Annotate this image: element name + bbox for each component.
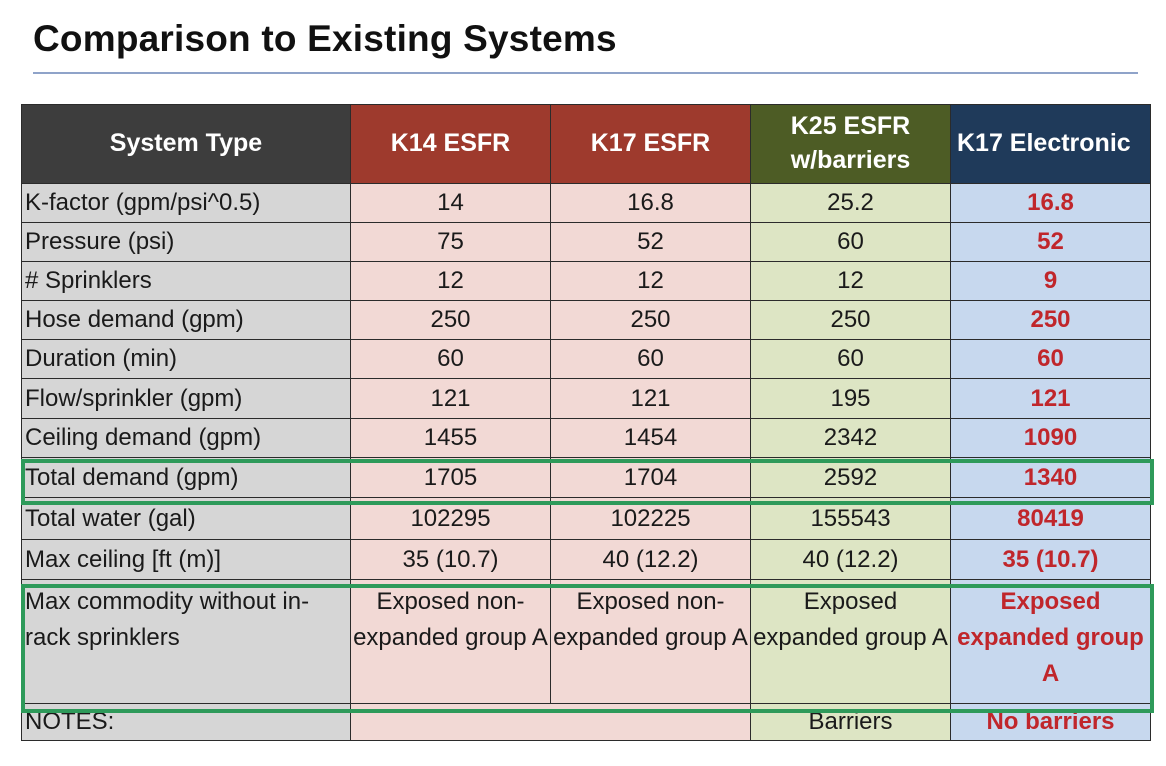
cell-pressure-k14: 75	[351, 223, 551, 262]
cell-hose-k25: 250	[751, 301, 951, 340]
cell-max-ceiling-k17: 40 (12.2)	[551, 540, 751, 580]
cell-max-ceiling-k25: 40 (12.2)	[751, 540, 951, 580]
cell-duration-k17e: 60	[951, 340, 1151, 379]
cell-total-demand-k17e: 1340	[951, 458, 1151, 498]
cell-total-demand-k25: 2592	[751, 458, 951, 498]
comparison-table: System Type K14 ESFR K17 ESFR K25 ESFR w…	[21, 104, 1151, 750]
row-label-total-water: Total water (gal)	[21, 498, 351, 540]
cell-notes-k17e: No barriers	[951, 704, 1151, 741]
row-label-max-ceiling: Max ceiling [ft (m)]	[21, 540, 351, 580]
cell-total-demand-k17: 1704	[551, 458, 751, 498]
cell-total-water-k17e: 80419	[951, 498, 1151, 540]
cell-commodity-k25: Exposed expanded group A	[751, 580, 951, 704]
cell-hose-k17: 250	[551, 301, 751, 340]
cell-kfactor-k25: 25.2	[751, 184, 951, 223]
title-divider	[33, 72, 1138, 74]
row-label-pressure: Pressure (psi)	[21, 223, 351, 262]
cell-total-water-k25: 155543	[751, 498, 951, 540]
cell-pressure-k17: 52	[551, 223, 751, 262]
cell-flow-k14: 121	[351, 379, 551, 419]
cell-ceiling-k14: 1455	[351, 419, 551, 458]
cell-flow-k17: 121	[551, 379, 751, 419]
cell-ceiling-k17e: 1090	[951, 419, 1151, 458]
cell-total-water-k17: 102225	[551, 498, 751, 540]
row-label-flow-per-sprinkler: Flow/sprinkler (gpm)	[21, 379, 351, 419]
row-label-total-demand: Total demand (gpm)	[21, 458, 351, 498]
cell-pressure-k17e: 52	[951, 223, 1151, 262]
header-k14-esfr: K14 ESFR	[351, 104, 551, 184]
header-k17-electronic: K17 Electronic	[951, 104, 1151, 184]
cell-pressure-k25: 60	[751, 223, 951, 262]
row-label-max-commodity: Max commodity without in-rack sprinklers	[21, 580, 351, 704]
cell-duration-k25: 60	[751, 340, 951, 379]
slide-title: Comparison to Existing Systems	[33, 18, 617, 59]
cell-flow-k17e: 121	[951, 379, 1151, 419]
cell-sprinklers-k17: 12	[551, 262, 751, 301]
cell-kfactor-k14: 14	[351, 184, 551, 223]
header-k25-esfr-barriers: K25 ESFR w/barriers	[751, 104, 951, 184]
cell-hose-k17e: 250	[951, 301, 1151, 340]
row-label-hose-demand: Hose demand (gpm)	[21, 301, 351, 340]
cell-kfactor-k17: 16.8	[551, 184, 751, 223]
row-label-duration: Duration (min)	[21, 340, 351, 379]
cell-hose-k14: 250	[351, 301, 551, 340]
cell-commodity-k17: Exposed non-expanded group A	[551, 580, 751, 704]
cell-commodity-k14: Exposed non-expanded group A	[351, 580, 551, 704]
cell-ceiling-k17: 1454	[551, 419, 751, 458]
cell-sprinklers-k14: 12	[351, 262, 551, 301]
cell-ceiling-k25: 2342	[751, 419, 951, 458]
cell-sprinklers-k25: 12	[751, 262, 951, 301]
cell-duration-k14: 60	[351, 340, 551, 379]
header-system-type: System Type	[21, 104, 351, 184]
cell-max-ceiling-k14: 35 (10.7)	[351, 540, 551, 580]
cell-total-water-k14: 102295	[351, 498, 551, 540]
cell-total-demand-k14: 1705	[351, 458, 551, 498]
header-k17-esfr: K17 ESFR	[551, 104, 751, 184]
row-label-kfactor: K-factor (gpm/psi^0.5)	[21, 184, 351, 223]
cell-notes-esfr	[351, 704, 751, 741]
row-label-sprinklers: # Sprinklers	[21, 262, 351, 301]
cell-max-ceiling-k17e: 35 (10.7)	[951, 540, 1151, 580]
row-label-notes: NOTES:	[21, 704, 351, 741]
cell-commodity-k17e: Exposed expanded group A	[951, 580, 1151, 704]
cell-kfactor-k17e: 16.8	[951, 184, 1151, 223]
cell-notes-k25: Barriers	[751, 704, 951, 741]
cell-duration-k17: 60	[551, 340, 751, 379]
cell-flow-k25: 195	[751, 379, 951, 419]
row-label-ceiling-demand: Ceiling demand (gpm)	[21, 419, 351, 458]
cell-sprinklers-k17e: 9	[951, 262, 1151, 301]
